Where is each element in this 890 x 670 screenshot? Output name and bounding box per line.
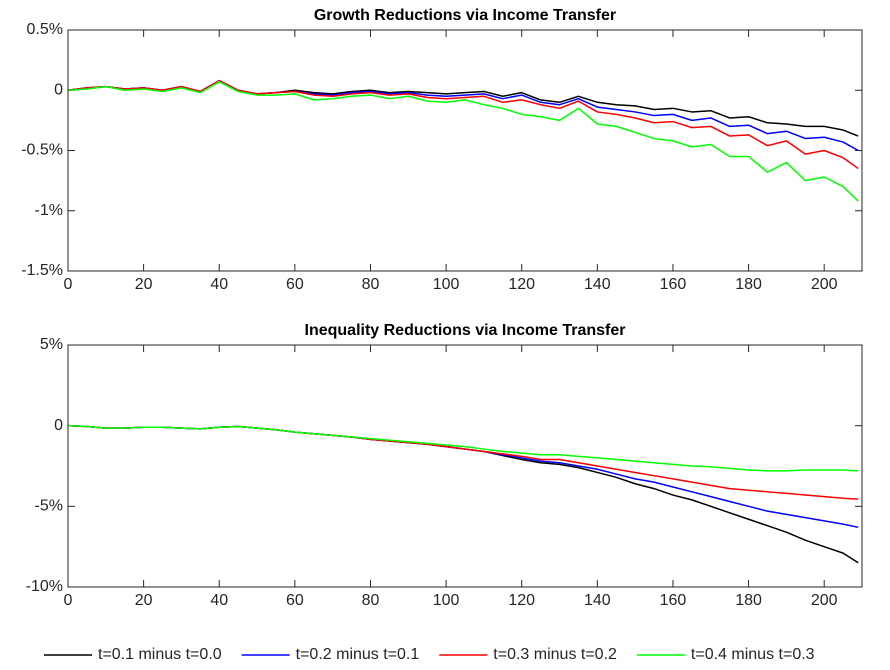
y-tick-label: -10% <box>26 578 63 595</box>
series-line <box>67 79 859 170</box>
y-tick-label: 0.5% <box>27 21 63 38</box>
x-tick-label: 160 <box>660 276 687 293</box>
axes-box <box>67 29 863 272</box>
x-tick-label: 140 <box>584 276 611 293</box>
x-tick-label: 100 <box>433 592 460 609</box>
plot-area <box>68 30 862 271</box>
x-tick-label: 120 <box>508 592 535 609</box>
x-tick-label: 20 <box>135 276 153 293</box>
x-tick-label: 100 <box>433 276 460 293</box>
legend-label: t=0.1 minus t=0.0 <box>98 646 222 663</box>
x-tick-label: 60 <box>286 592 304 609</box>
x-tick-label: 60 <box>286 276 304 293</box>
legend-label: t=0.3 minus t=0.2 <box>493 646 617 663</box>
legend-label: t=0.2 minus t=0.1 <box>296 646 420 663</box>
y-tick-label: 0 <box>54 417 63 434</box>
x-tick-label: 80 <box>362 592 380 609</box>
y-tick-label: -1% <box>35 202 63 219</box>
y-tick-label: 5% <box>40 336 63 353</box>
x-tick-label: 140 <box>584 592 611 609</box>
y-tick-label: -1.5% <box>21 262 63 279</box>
x-tick-label: 200 <box>811 276 838 293</box>
y-tick-label: -0.5% <box>21 142 63 159</box>
y-tick-label: 0 <box>54 81 63 98</box>
x-tick-label: 120 <box>508 276 535 293</box>
x-tick-label: 0 <box>64 276 73 293</box>
x-tick-label: 40 <box>210 592 228 609</box>
x-tick-label: 20 <box>135 592 153 609</box>
x-tick-label: 180 <box>735 592 762 609</box>
series-line <box>67 424 859 472</box>
series-line <box>67 81 859 202</box>
axes-box <box>67 344 863 588</box>
chart-title: Inequality Reductions via Income Transfe… <box>305 322 626 339</box>
legend-label: t=0.4 minus t=0.3 <box>691 646 815 663</box>
y-tick-label: -5% <box>35 498 63 515</box>
x-tick-label: 0 <box>64 592 73 609</box>
chart-title: Growth Reductions via Income Transfer <box>314 7 616 24</box>
x-tick-label: 80 <box>362 276 380 293</box>
x-tick-label: 180 <box>735 276 762 293</box>
plot-area <box>68 345 862 587</box>
x-tick-label: 40 <box>210 276 228 293</box>
x-tick-label: 200 <box>811 592 838 609</box>
x-tick-label: 160 <box>660 592 687 609</box>
